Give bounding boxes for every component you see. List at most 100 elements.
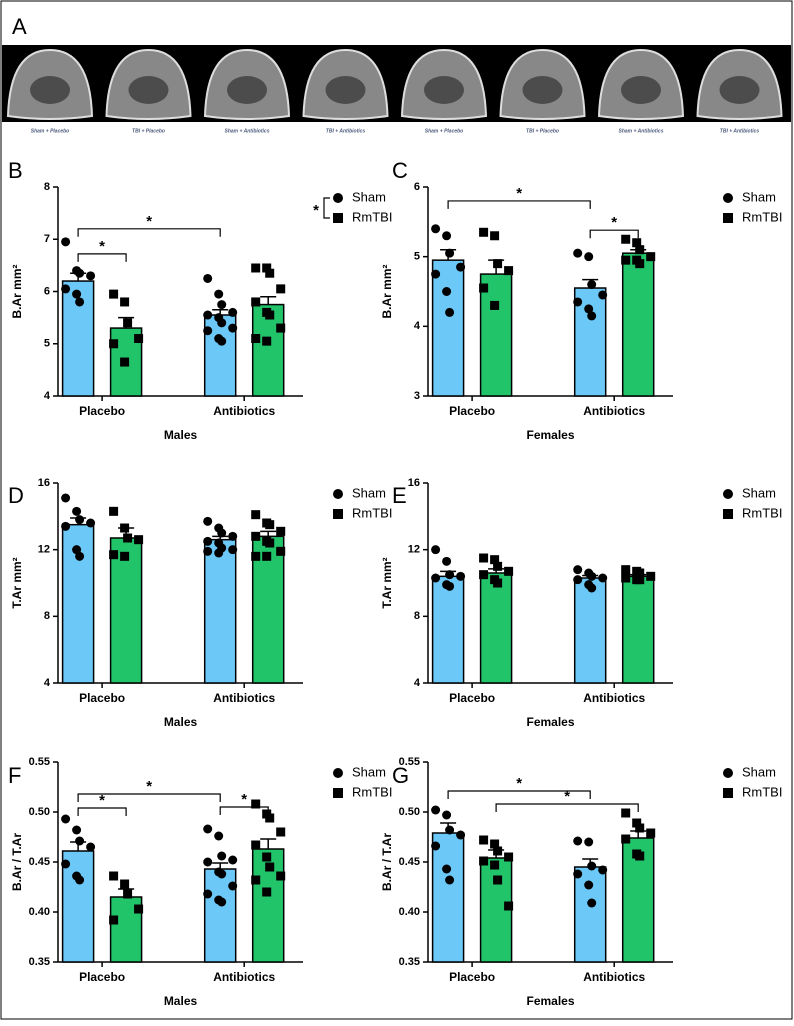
y-tick-label: 12 [38,544,50,556]
data-point [251,799,261,809]
data-point [109,550,119,560]
data-point [228,323,238,333]
legend-marker [333,509,343,519]
legend-marker [723,193,733,203]
significance-bracket [77,228,221,237]
bone-marrow [325,76,366,104]
y-tick-label: 4 [44,677,51,689]
y-tick-label: 0.45 [29,856,50,868]
y-axis-label: B.Ar / T.Ar [380,833,394,891]
bone-marrow [30,76,70,104]
data-point [203,516,213,526]
y-axis-label: T.Ar mm² [380,557,394,608]
bar [61,850,95,963]
data-point [262,336,272,346]
data-point [120,523,130,533]
data-point [120,879,130,889]
x-tick-label: Antibiotics [583,691,645,705]
data-point [442,556,452,566]
data-point [442,287,452,296]
bar [621,252,655,397]
data-point [228,307,238,317]
data-point [504,901,514,911]
data-point [490,839,500,849]
data-point [587,311,597,321]
data-point [431,841,441,851]
data-point [431,224,441,234]
data-point [276,546,286,556]
x-axis-label: Females [526,994,574,1008]
data-point [493,846,503,856]
legend-label: RmTBI [742,784,782,799]
y-tick-label: 5 [414,251,420,263]
data-point [598,573,608,583]
data-point [598,290,608,300]
data-point [431,269,441,279]
significance-bracket [447,790,591,799]
data-point [217,897,227,907]
data-point [265,538,275,548]
x-tick-label: Antibiotics [583,970,645,984]
data-point [61,284,71,294]
data-point [276,323,286,333]
data-point [276,526,286,536]
data-point [86,842,96,852]
data-point [203,273,213,283]
data-point [587,571,597,581]
data-point [573,575,583,585]
data-point [632,238,642,248]
y-tick-label: 0.50 [29,806,50,818]
data-point [251,334,261,344]
data-point [61,493,71,503]
legend-label: Sham [352,189,386,204]
legend-marker [723,509,733,519]
data-point [621,255,631,265]
data-point [120,551,130,561]
image-caption: TBI + Antibiotics [720,128,760,134]
x-tick-label: Antibiotics [213,404,275,418]
significance-bracket [77,793,221,802]
data-point [262,551,272,561]
image-caption: Sham + Antibiotics [619,128,664,134]
data-point [584,880,594,890]
data-point [262,852,272,862]
panel-label: C [392,158,408,183]
data-point [584,304,594,314]
data-point [251,840,261,850]
image-caption: TBI + Antibiotics [326,128,366,134]
data-point [265,862,275,872]
image-caption: Sham + Placebo [31,128,70,134]
data-point [621,565,631,575]
legend-label: Sham [742,764,776,779]
data-point [217,318,227,328]
bar [431,832,465,963]
data-point [573,836,583,846]
legend-marker [723,213,733,223]
bar [479,273,513,397]
bar [573,577,607,684]
data-point [442,864,452,874]
data-point [61,521,71,531]
data-point [203,857,213,867]
data-point [621,808,631,818]
legend-marker [723,768,733,778]
data-point [493,561,503,571]
data-point [635,851,645,861]
y-tick-label: 0.45 [399,856,420,868]
legend-annotation: * [313,202,319,219]
y-tick-label: 8 [44,181,50,193]
legend-marker [333,489,343,499]
data-point [265,310,275,320]
panel-label: E [392,483,407,508]
legend-marker [333,213,343,223]
error-bar [260,530,277,537]
data-point [217,336,227,346]
data-point [203,546,213,556]
data-point [442,810,452,820]
y-axis-label: B.Ar mm² [380,264,394,318]
x-axis-label: Males [164,715,198,729]
x-axis-label: Males [164,994,198,1008]
x-tick-label: Placebo [449,404,495,418]
